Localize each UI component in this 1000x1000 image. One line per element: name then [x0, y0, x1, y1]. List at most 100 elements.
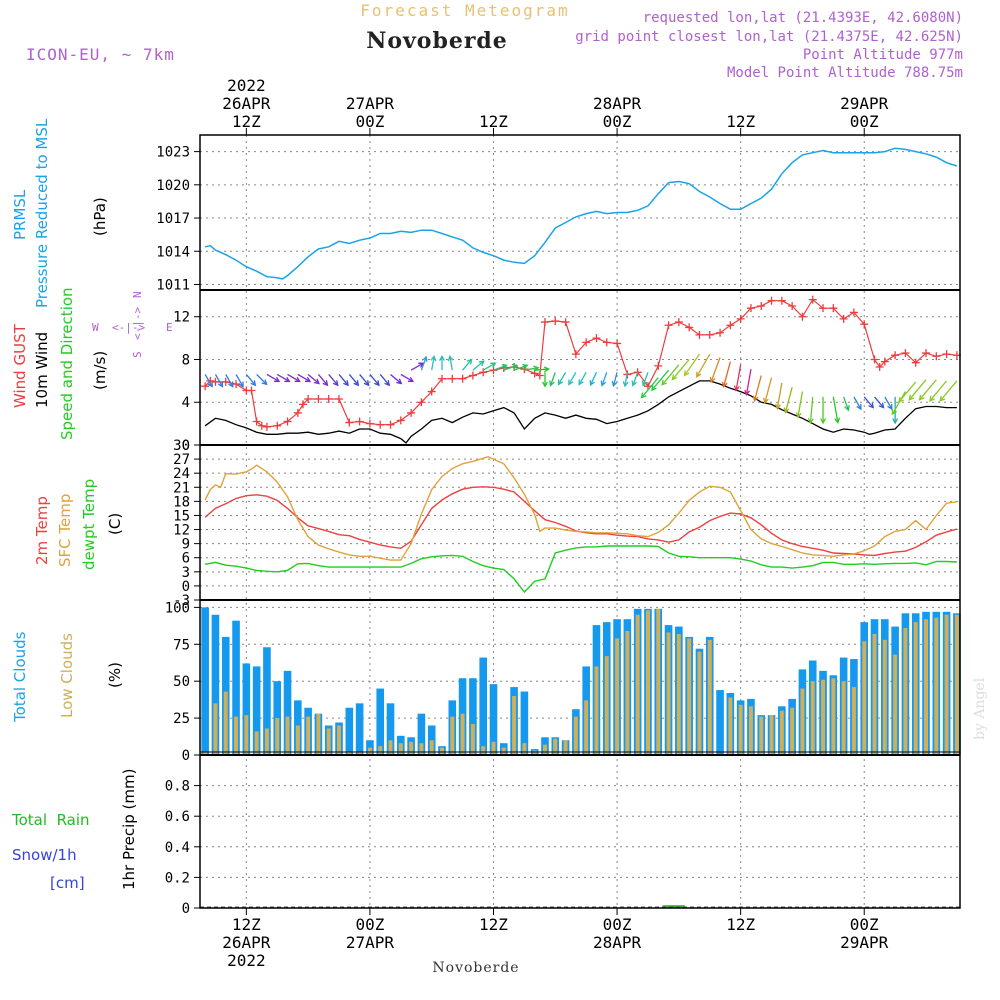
low-cloud-bar: [594, 666, 599, 755]
low-cloud-bar: [378, 746, 383, 755]
total-cloud-bar: [417, 713, 426, 755]
gust-marker: [932, 352, 941, 361]
wind-arrow-head: [396, 378, 403, 385]
total-cloud-bar: [211, 614, 220, 755]
wind-arrow-shaft: [276, 373, 290, 383]
wind-arrow-shaft: [225, 374, 234, 387]
wind-axis: 0 4 8 12: [173, 310, 960, 454]
wind-arrow: [661, 364, 680, 386]
wind-arrow-head: [557, 379, 564, 386]
wind-arrow-shaft: [919, 379, 937, 401]
gust-marker: [221, 377, 230, 386]
time-label-bottom: 00Z: [603, 915, 632, 934]
wind-arrow-shaft: [390, 373, 402, 384]
total-cloud-bar: [355, 703, 364, 755]
temp-tick-label: -3: [173, 593, 190, 609]
wind-arrow: [874, 396, 885, 409]
wind-arrow-head: [543, 366, 550, 373]
wind-arrow: [898, 381, 917, 403]
wind-arrow-head: [217, 381, 224, 388]
wind-arrow-shaft: [558, 371, 567, 385]
gust-marker: [468, 371, 477, 380]
low-cloud-bar: [851, 687, 856, 755]
wind-arrow: [589, 372, 598, 387]
wind-arrow-shaft: [722, 361, 731, 387]
gust-marker: [788, 302, 797, 311]
low-cloud-bar: [954, 614, 959, 755]
wind-arrow-shaft: [482, 362, 496, 371]
wind-arrow-head: [542, 381, 548, 388]
precip-tick-label: 0.4: [165, 840, 190, 856]
wind-arrow-head: [261, 379, 268, 386]
precip-axis: 0 0.2 0.4 0.6 0.8: [165, 779, 960, 917]
low-cloud-bar: [460, 713, 465, 755]
gust-marker: [448, 374, 457, 383]
low-cloud-bar: [316, 713, 321, 755]
wind-arrow-head: [501, 363, 508, 370]
low-cloud-bar: [604, 656, 609, 755]
precip-bars: [200, 905, 960, 908]
low-cloud-bar: [687, 638, 692, 755]
pressure-unit: (hPa): [91, 197, 109, 236]
low-cloud-bar: [470, 724, 475, 755]
wind-arrow-head: [466, 358, 473, 365]
wind-arrow-shaft: [513, 364, 528, 371]
wind-arrow: [447, 355, 454, 371]
wind-arrow: [820, 396, 827, 425]
gust-marker: [365, 419, 374, 428]
wind-arrow-shaft: [843, 396, 850, 411]
low-cloud-bar: [841, 681, 846, 755]
low-cloud-bar: [347, 752, 352, 755]
low-cloud-bar: [295, 725, 300, 755]
requested-lonlat: requested lon,lat (21.4393E, 42.6080N): [643, 10, 963, 26]
gust-marker: [757, 302, 766, 311]
low-cloud-bar: [285, 716, 290, 755]
prmsl-line: [204, 147, 958, 280]
wind-arrow-shaft: [348, 374, 359, 386]
wind-label-dir: Speed and Direction: [58, 287, 76, 440]
gust-marker: [767, 296, 776, 305]
time-label-top: 27APR: [346, 94, 395, 113]
gust-marker: [705, 330, 714, 339]
gust-marker: [726, 321, 735, 330]
gust-marker: [777, 296, 786, 305]
wind-arrow-shaft: [328, 374, 339, 386]
wind-arrow: [775, 382, 783, 410]
wind-arrow-head: [250, 380, 257, 387]
wind-arrow: [390, 373, 403, 385]
low-cloud-bar: [398, 743, 403, 755]
wind-label-10m: 10m Wind: [33, 332, 51, 408]
time-label-top: 26APR: [222, 94, 271, 113]
gust-marker: [901, 349, 910, 358]
wind-arrow: [600, 372, 608, 387]
wind-arrow-shaft: [462, 359, 473, 371]
temp-tick-label: 30: [173, 438, 190, 454]
time-label-top: 2022: [227, 76, 266, 95]
wind-arrow: [348, 374, 360, 387]
total-cloud-bar: [469, 678, 477, 755]
wind-arrow-head: [721, 381, 728, 389]
gust-marker: [252, 417, 261, 426]
temp-tick-label: 9: [182, 537, 190, 553]
wind-arrow-shaft: [338, 374, 349, 386]
low-cloud-bar: [491, 741, 496, 755]
wind-arrow-head: [447, 355, 454, 362]
wind-arrow: [256, 373, 268, 386]
wind-arrow-head: [600, 380, 607, 387]
total-cloud-bar: [376, 688, 385, 755]
wind-arrow-head: [422, 355, 428, 363]
wind-arrow-head: [898, 396, 904, 403]
time-label-top: 00Z: [850, 112, 879, 131]
wind-arrow-shaft: [568, 371, 577, 385]
cloud-unit: (%): [106, 662, 124, 688]
wind-arrow-head: [820, 418, 827, 425]
wind-arrow: [744, 368, 752, 397]
wind-arrow-head: [868, 402, 875, 409]
gust-marker: [922, 349, 931, 358]
low-cloud-bar: [440, 747, 445, 755]
wind-arrow: [908, 379, 927, 401]
gust-marker: [232, 380, 241, 389]
gust-marker: [839, 314, 848, 323]
